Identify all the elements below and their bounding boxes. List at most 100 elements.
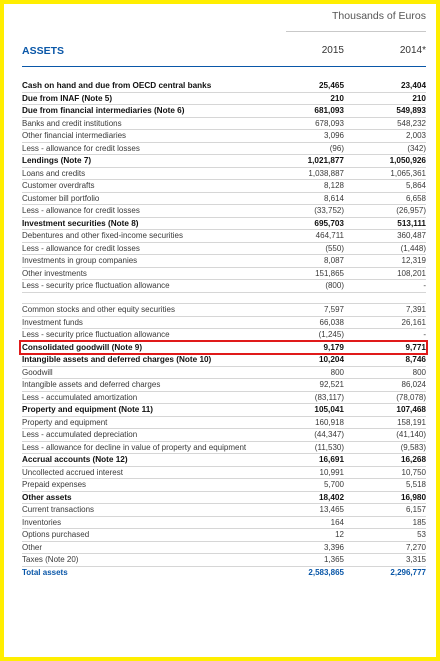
table-row: Common stocks and other equity securitie… bbox=[22, 303, 426, 317]
value-2014: 210 bbox=[348, 92, 426, 105]
table-row: Less - accumulated amortization (83,117) (… bbox=[22, 391, 426, 404]
value-2014: 2,296,777 bbox=[390, 567, 426, 577]
value-2014: (1,448) bbox=[348, 242, 426, 255]
value-2014: 800 bbox=[348, 366, 426, 379]
row-label: Other assets bbox=[22, 491, 286, 504]
table-row: Taxes (Note 20) 1,365 3,315 bbox=[22, 553, 426, 567]
value-2014: 7,391 bbox=[348, 303, 426, 317]
value-2014: (26,957) bbox=[348, 204, 426, 218]
row-label: Prepaid expenses bbox=[22, 478, 286, 492]
value-2015: 16,691 bbox=[286, 453, 344, 467]
value-2014: (9,583) bbox=[348, 441, 426, 454]
value-2015: 105,041 bbox=[286, 403, 344, 417]
row-label: Intangible assets and deferred charges (… bbox=[22, 353, 286, 367]
gap-cell bbox=[344, 142, 348, 155]
value-2015: (800) bbox=[286, 279, 344, 293]
gap-cell bbox=[344, 279, 348, 293]
value-2015: 8,614 bbox=[286, 192, 344, 205]
table-row: Inventories 164 185 bbox=[22, 516, 426, 529]
value-2015: 9,179 bbox=[286, 341, 344, 354]
value-2015: 1,021,877 bbox=[286, 154, 344, 168]
value-2015: 678,093 bbox=[286, 117, 344, 130]
value-2015: 10,204 bbox=[286, 353, 344, 367]
row-label: Due from financial intermediaries (Note … bbox=[22, 104, 286, 118]
gap-cell bbox=[344, 503, 348, 517]
row-label: Other bbox=[22, 541, 286, 554]
gap-cell bbox=[344, 491, 348, 504]
row-label bbox=[22, 292, 286, 304]
value-2014: 86,024 bbox=[348, 378, 426, 392]
gap-cell bbox=[344, 478, 348, 492]
table-row: Less - allowance for credit losses (96) (3… bbox=[22, 142, 426, 155]
gap-cell bbox=[344, 316, 348, 329]
value-2015: 7,597 bbox=[286, 303, 344, 317]
value-2014: 16,268 bbox=[348, 453, 426, 467]
value-2015: (83,117) bbox=[286, 391, 344, 404]
value-2014: - bbox=[348, 328, 426, 342]
table-row: Less - accumulated depreciation (44,347) (… bbox=[22, 428, 426, 442]
row-label: Banks and credit institutions bbox=[22, 117, 286, 130]
table-row: Current transactions 13,465 6,157 bbox=[22, 503, 426, 517]
gap-cell bbox=[344, 441, 348, 454]
row-label: Less - security price fluctuation allowa… bbox=[22, 328, 286, 342]
table-row: Consolidated goodwill (Note 9) 9,179 9,771 bbox=[22, 341, 426, 354]
value-2015: (96) bbox=[286, 142, 344, 155]
table-row: Accrual accounts (Note 12) 16,691 16,268 bbox=[22, 453, 426, 467]
value-2015: 8,128 bbox=[286, 179, 344, 193]
value-2015: 681,093 bbox=[286, 104, 344, 118]
table-row: Prepaid expenses 5,700 5,518 bbox=[22, 478, 426, 492]
footnote bbox=[22, 648, 24, 655]
value-2014: 26,161 bbox=[348, 316, 426, 329]
value-2015: 210 bbox=[286, 92, 344, 105]
row-label: Investments in group companies bbox=[22, 254, 286, 268]
gap-cell bbox=[344, 466, 348, 479]
row-label: Less - accumulated amortization bbox=[22, 391, 286, 404]
table-row: Cash on hand and due from OECD central b… bbox=[22, 80, 426, 93]
value-2014: 53 bbox=[348, 528, 426, 542]
table-row: Less - allowance for credit losses (550) (… bbox=[22, 242, 426, 255]
table-row: Customer bill portfolio 8,614 6,658 bbox=[22, 192, 426, 205]
row-label: Due from INAF (Note 5) bbox=[22, 92, 286, 105]
value-2015: 12 bbox=[286, 528, 344, 542]
row-label: Uncollected accrued interest bbox=[22, 466, 286, 479]
row-label: Debentures and other fixed-income securi… bbox=[22, 229, 286, 243]
value-2015: (11,530) bbox=[286, 441, 344, 454]
table-row: Other assets 18,402 16,980 bbox=[22, 491, 426, 504]
table-row: Less - allowance for decline in value of… bbox=[22, 441, 426, 454]
value-2015: (1,245) bbox=[286, 328, 344, 342]
gap-cell bbox=[344, 217, 348, 230]
column-header-2014: 2014* bbox=[399, 45, 426, 56]
row-label: Less - security price fluctuation allowa… bbox=[22, 279, 286, 293]
value-2015: 3,096 bbox=[286, 129, 344, 143]
row-label: Current transactions bbox=[22, 503, 286, 517]
row-label: Customer overdrafts bbox=[22, 179, 286, 193]
row-label: Inventories bbox=[22, 516, 286, 529]
table-row: Loans and credits 1,038,887 1,065,361 bbox=[22, 167, 426, 180]
value-2014: 548,232 bbox=[348, 117, 426, 130]
row-label: Less - allowance for decline in value of… bbox=[22, 441, 286, 454]
table-row: Debentures and other fixed-income securi… bbox=[22, 229, 426, 243]
row-label: Common stocks and other equity securitie… bbox=[22, 303, 286, 317]
table-row: Less - allowance for credit losses (33,75… bbox=[22, 204, 426, 218]
table-row: Other 3,396 7,270 bbox=[22, 541, 426, 554]
value-2014: 7,270 bbox=[348, 541, 426, 554]
value-2014: 549,893 bbox=[348, 104, 426, 118]
gap-cell bbox=[344, 453, 348, 467]
table-row: Uncollected accrued interest 10,991 10,750 bbox=[22, 466, 426, 479]
table-row: Banks and credit institutions 678,093 548,… bbox=[22, 117, 426, 130]
header-rule bbox=[22, 66, 426, 67]
gap-cell bbox=[344, 204, 348, 218]
row-label: Property and equipment (Note 11) bbox=[22, 403, 286, 417]
table-row: Due from INAF (Note 5) 210 210 bbox=[22, 92, 426, 105]
gap-cell bbox=[344, 117, 348, 130]
value-2014: 12,319 bbox=[348, 254, 426, 268]
table-row: Investment securities (Note 8) 695,703 513… bbox=[22, 217, 426, 230]
value-2015: (550) bbox=[286, 242, 344, 255]
value-2014: (78,078) bbox=[348, 391, 426, 404]
value-2015: 8,087 bbox=[286, 254, 344, 268]
row-label: Cash on hand and due from OECD central b… bbox=[22, 80, 286, 93]
table-row: Goodwill 800 800 bbox=[22, 366, 426, 379]
row-label: Less - allowance for credit losses bbox=[22, 204, 286, 218]
row-label: Less - accumulated depreciation bbox=[22, 428, 286, 442]
